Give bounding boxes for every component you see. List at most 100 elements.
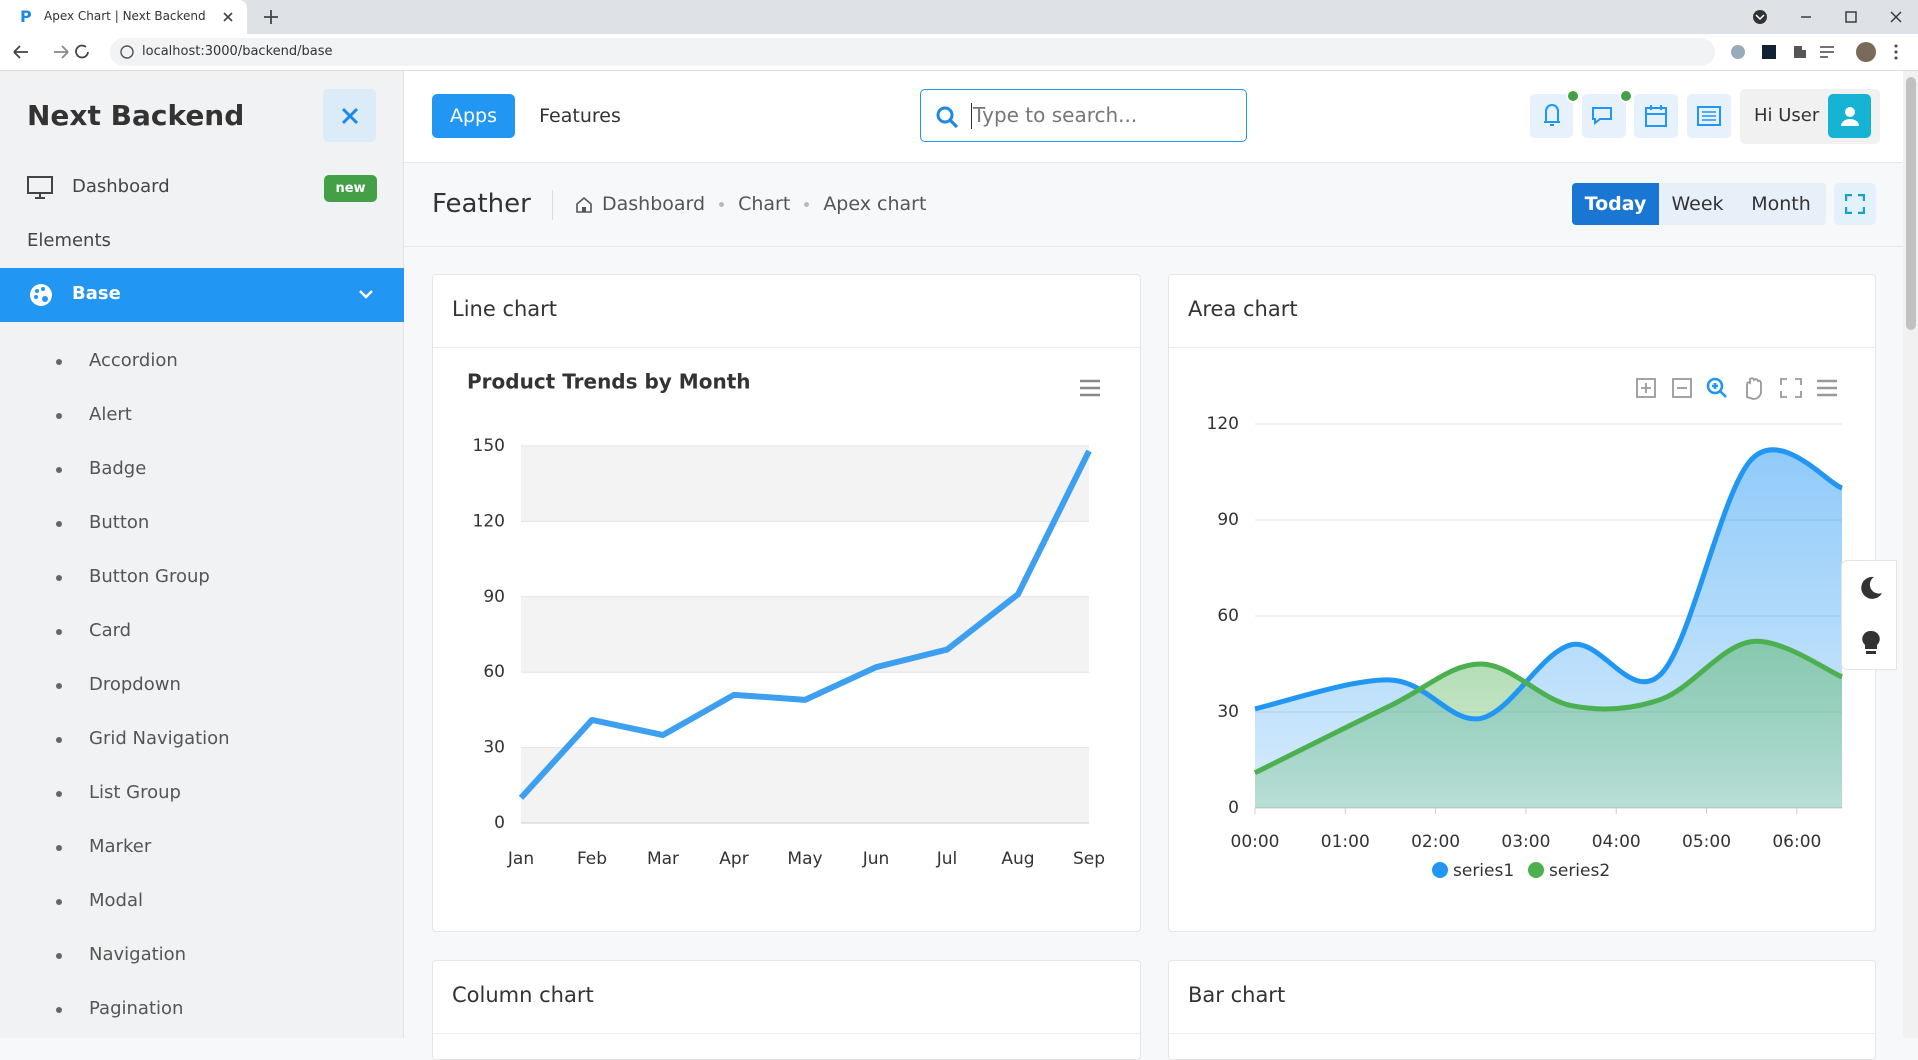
y-tick-label: 120 — [1207, 414, 1239, 434]
sub-item[interactable]: Accordion — [89, 350, 178, 371]
card-title: Area chart — [1188, 297, 1298, 321]
sub-item[interactable]: Card — [89, 620, 132, 641]
legend-marker — [1528, 862, 1544, 878]
scrollbar — [1903, 71, 1918, 1038]
brand: Next Backend — [27, 99, 245, 132]
chart-menu[interactable] — [1080, 379, 1100, 397]
sub-item[interactable]: Grid Navigation — [89, 728, 230, 749]
sub-bullet — [56, 791, 62, 797]
y-tick-label: 0 — [1228, 798, 1239, 818]
nav-buttons[interactable] — [10, 42, 100, 62]
x-tick-label: 03:00 — [1501, 832, 1550, 852]
sub-item[interactable]: Button Group — [89, 566, 210, 587]
calendar-button[interactable] — [1634, 94, 1678, 138]
card-title: Column chart — [452, 983, 594, 1007]
x-tick-label: Feb — [577, 849, 607, 869]
x-tick-label: 02:00 — [1411, 832, 1460, 852]
sub-item[interactable]: Navigation — [89, 944, 187, 965]
card-divider — [1169, 347, 1875, 348]
x-tick-label: 01:00 — [1321, 832, 1370, 852]
active-menu[interactable]: Base — [0, 268, 404, 322]
breadcrumb-item[interactable]: Dashboard — [602, 193, 706, 215]
search-icon — [936, 106, 959, 129]
sub-bullet — [56, 575, 62, 581]
range-button[interactable]: Today — [1572, 183, 1659, 225]
topbar-icons — [1530, 89, 1731, 138]
grid-band — [521, 747, 1089, 823]
breadcrumb: Dashboard Chart Apex chart — [602, 193, 926, 215]
breadcrumb-item[interactable]: Chart — [738, 193, 791, 215]
range-button[interactable]: Month — [1751, 193, 1811, 215]
y-tick-label: 30 — [1217, 702, 1239, 722]
sub-item[interactable]: Badge — [89, 458, 147, 479]
sub-bullet — [56, 1007, 62, 1013]
close-icon — [341, 107, 358, 124]
sub-item[interactable]: Modal — [89, 890, 143, 911]
menu-item[interactable]: Dashboard — [72, 176, 170, 197]
new-tab[interactable] — [262, 8, 280, 26]
home-icon — [576, 196, 592, 213]
x-tick-label: Sep — [1073, 849, 1105, 869]
legend-label: series1 — [1453, 861, 1514, 881]
sub-item[interactable]: Pagination — [89, 998, 184, 1019]
sub-item[interactable]: Button — [89, 512, 150, 533]
url-field[interactable]: localhost:3000/backend/base — [110, 38, 1715, 66]
sub-item[interactable]: Marker — [89, 836, 152, 857]
chart-title: Product Trends by Month — [467, 370, 751, 394]
sub-bullet — [56, 953, 62, 959]
x-tick-label: Apr — [719, 849, 748, 869]
sub-item[interactable]: Dropdown — [89, 674, 181, 695]
sub-bullet — [56, 683, 62, 689]
chart-toolbar[interactable] — [1636, 377, 1837, 400]
card-divider — [433, 347, 1140, 348]
x-tick-label: Aug — [1001, 849, 1034, 869]
search-placeholder: Type to search... — [973, 103, 1138, 127]
x-tick-label: 04:00 — [1592, 832, 1641, 852]
fullscreen-button[interactable] — [1834, 183, 1876, 225]
scroll-thumb[interactable] — [1906, 77, 1916, 330]
tab-close[interactable] — [222, 11, 234, 23]
sidebar: Next Backend Dashboard new Elements Base… — [0, 71, 404, 1038]
user-box[interactable]: Hi User — [1740, 89, 1880, 144]
x-tick-label: Jan — [507, 849, 534, 869]
url: localhost:3000/backend/base — [142, 44, 333, 59]
search-box[interactable]: Type to search... — [920, 89, 1247, 142]
svg-text:P: P — [20, 8, 32, 26]
sub-bullet — [56, 629, 62, 635]
breadcrumb-item: Apex chart — [823, 193, 927, 215]
sub-item[interactable]: Alert — [89, 404, 132, 425]
tab[interactable]: P Apex Chart | Next Backend — [0, 0, 247, 34]
tab-bar — [0, 0, 1918, 34]
x-tick-label: 05:00 — [1682, 832, 1731, 852]
section-label: Elements — [27, 230, 111, 251]
sub-bullet — [56, 737, 62, 743]
avatar-button[interactable] — [1828, 94, 1871, 138]
close-sidebar[interactable] — [323, 89, 376, 142]
card: Bar chart — [1168, 960, 1876, 1060]
x-tick-label: Jun — [862, 849, 890, 869]
theme-icons[interactable] — [1858, 575, 1884, 657]
y-tick-label: 0 — [494, 813, 505, 833]
x-tick-label: May — [787, 849, 822, 869]
y-tick-label: 30 — [483, 738, 505, 758]
sub-item[interactable]: List Group — [89, 782, 181, 803]
nav-button[interactable]: Apps — [432, 94, 515, 138]
notification-button[interactable] — [1530, 94, 1573, 138]
area-chart: 0 30 60 90 120 00:00 01:00 02:00 03:00 04:00 05:00… — [1207, 377, 1844, 881]
badge: new — [324, 175, 377, 202]
card-divider — [1169, 1033, 1875, 1034]
page-title: Feather — [432, 189, 531, 219]
monitor-icon — [27, 176, 53, 199]
window-controls — [1753, 10, 1902, 24]
y-tick-label: 60 — [483, 662, 505, 682]
sub-bullet — [56, 521, 62, 527]
y-tick-label: 150 — [473, 436, 505, 456]
chat-button[interactable] — [1582, 94, 1626, 138]
range-button[interactable]: Week — [1671, 193, 1724, 215]
extension-icons — [1731, 42, 1898, 62]
line — [518, 449, 1092, 800]
y-tick-label: 90 — [483, 587, 505, 607]
user-icon — [1840, 107, 1859, 126]
nav-button[interactable]: Features — [539, 105, 621, 127]
range-group: Today Week Month — [1572, 183, 1826, 225]
